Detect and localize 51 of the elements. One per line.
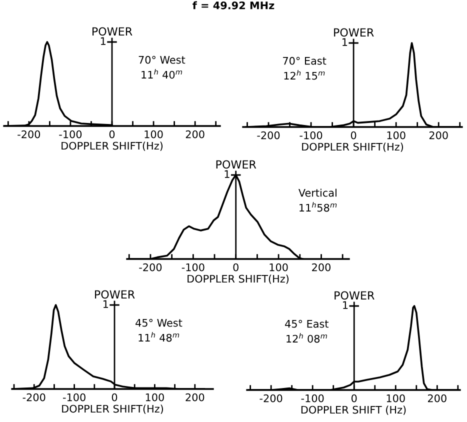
x-tick-label: 0: [233, 263, 238, 272]
x-tick-label: 200: [429, 131, 448, 140]
x-tick-label: -200: [139, 263, 162, 272]
annotation: 11$^{h}$58$^{m}$: [300, 202, 337, 212]
x-axis-title: DOPPLER SHIFT(Hz): [302, 142, 404, 152]
x-tick-label: -200: [260, 394, 282, 402]
x-tick-label: 0: [350, 131, 356, 140]
x-tick-label: 100: [387, 131, 406, 140]
annotation: 70° East: [283, 56, 326, 65]
annotation: 11$^{h}$ 48$^{m}$: [138, 332, 180, 342]
x-tick-label: -200: [22, 393, 46, 402]
y-axis-title: POWER: [216, 160, 256, 169]
x-axis-title: DOPPLER SHIFT(Hz): [62, 404, 164, 414]
x-tick-label: -100: [300, 131, 322, 140]
annotation: Vertical: [298, 188, 336, 197]
x-tick-label: -100: [59, 130, 82, 138]
y-axis-title: POWER: [334, 291, 374, 300]
x-tick-label: 200: [428, 394, 446, 402]
x-tick-label: -100: [182, 263, 204, 272]
x-axis-title: DOPPLER SHIFT(Hz): [62, 142, 163, 151]
x-tick-label: 200: [312, 263, 330, 272]
x-axis-title: DOPPLER SHIFT(Hz): [188, 274, 289, 284]
annotation: 12$^{h}$ 08$^{m}$: [286, 333, 327, 343]
x-tick-label: 0: [112, 393, 118, 402]
x-tick-label: -100: [301, 394, 324, 402]
annotation: 1: [103, 300, 108, 308]
x-tick-label: 100: [144, 130, 163, 138]
annotation: 1: [342, 38, 348, 46]
y-axis-title: POWER: [95, 290, 135, 299]
x-tick-label: -200: [18, 130, 40, 138]
y-axis-title: POWER: [92, 27, 132, 36]
annotation: 1: [224, 170, 230, 178]
annotation: 70° West: [138, 56, 186, 64]
x-tick-label: 200: [186, 130, 204, 138]
annotation: 45° West: [136, 318, 182, 327]
x-axis-title: DOPPLER SHIFT (Hz): [301, 406, 406, 415]
x-tick-label: 100: [270, 263, 288, 272]
annotation: 1: [100, 37, 106, 45]
y-axis-title: POWER: [334, 28, 374, 37]
annotation: 45° East: [285, 320, 329, 328]
x-tick-label: 200: [186, 393, 204, 402]
x-tick-label: 100: [146, 393, 164, 402]
x-tick-label: -200: [257, 131, 280, 140]
chart-title: f = 49.92 MHz: [192, 1, 274, 10]
x-tick-label: -100: [63, 393, 86, 402]
x-tick-label: 100: [386, 394, 405, 402]
x-tick-label: 0: [351, 394, 357, 402]
x-tick-label: 0: [109, 130, 115, 138]
annotation: 11$^{h}$ 40$^{m}$: [142, 69, 182, 79]
annotation: 1: [343, 301, 348, 309]
annotation: 12$^{h}$ 15$^{m}$: [284, 70, 325, 80]
